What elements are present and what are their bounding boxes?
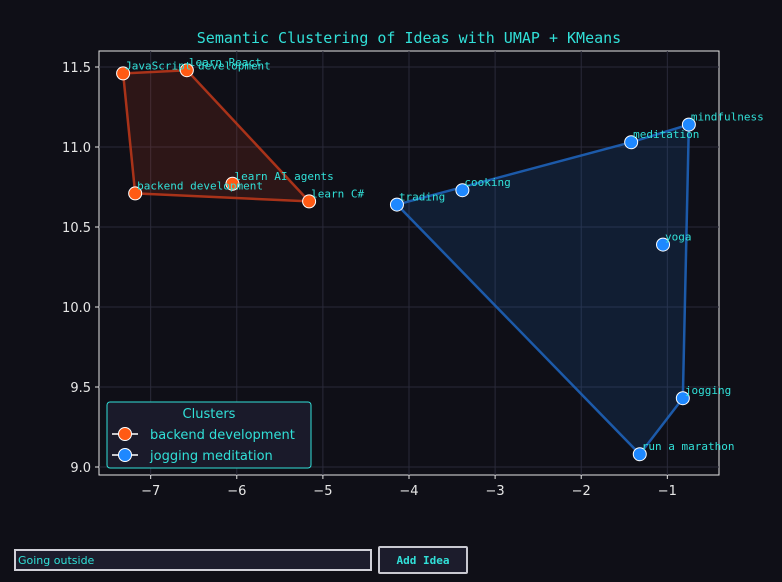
data-point bbox=[656, 237, 671, 252]
point-label: cooking bbox=[464, 176, 510, 189]
point-label: run a marathon bbox=[642, 440, 735, 453]
x-tick-label: −6 bbox=[227, 484, 246, 499]
data-point bbox=[389, 197, 404, 212]
legend-marker bbox=[118, 427, 132, 441]
point-label: yoga bbox=[665, 231, 692, 244]
data-point bbox=[675, 391, 690, 406]
add-idea-button[interactable]: Add Idea bbox=[378, 546, 468, 574]
point-label: learn C# bbox=[311, 187, 364, 200]
x-tick-label: −3 bbox=[486, 484, 505, 499]
data-points bbox=[116, 63, 696, 462]
point-label: meditation bbox=[633, 128, 699, 141]
point-label: JavaScript development bbox=[125, 59, 271, 72]
data-point bbox=[681, 117, 696, 132]
axis-ticks: −7 −6 −5 −4 −3 −2 −1 9.0 9.5 10.0 10.5 11.0 11.5 bbox=[62, 61, 677, 499]
data-point bbox=[116, 66, 131, 81]
y-tick-label: 11.5 bbox=[62, 61, 91, 76]
point-label: backend development bbox=[137, 179, 263, 192]
legend-entries: backend development jogging meditation bbox=[112, 427, 295, 464]
legend-box bbox=[106, 401, 312, 469]
legend-entry-label: jogging meditation bbox=[149, 449, 273, 464]
data-point bbox=[624, 135, 639, 150]
y-tick-label: 9.0 bbox=[70, 461, 91, 476]
data-point bbox=[632, 447, 647, 462]
data-point bbox=[128, 186, 143, 201]
legend-entry-label: backend development bbox=[150, 428, 295, 443]
legend: Clusters backend development jogging medi… bbox=[106, 401, 312, 469]
legend-marker bbox=[118, 448, 132, 462]
y-tick-label: 11.0 bbox=[62, 141, 91, 156]
x-tick-label: −1 bbox=[658, 484, 677, 499]
umap-cluster-chart: Semantic Clustering of Ideas with UMAP +… bbox=[62, 29, 764, 499]
y-tick-label: 9.5 bbox=[70, 381, 91, 396]
data-point bbox=[302, 194, 317, 209]
point-label: learn React bbox=[189, 56, 262, 69]
cluster-hull bbox=[395, 123, 691, 456]
y-tick-label: 10.5 bbox=[62, 221, 91, 236]
chart-title: Semantic Clustering of Ideas with UMAP +… bbox=[197, 29, 621, 47]
data-point bbox=[455, 183, 470, 198]
x-tick-label: −5 bbox=[313, 484, 332, 499]
data-point bbox=[225, 176, 240, 191]
idea-input[interactable] bbox=[14, 549, 372, 571]
x-tick-label: −2 bbox=[572, 484, 591, 499]
y-tick-label: 10.0 bbox=[62, 301, 91, 316]
point-label: learn AI agents bbox=[234, 170, 333, 183]
idea-input-bar: Add Idea bbox=[14, 546, 468, 574]
legend-title: Clusters bbox=[183, 407, 236, 422]
point-label: trading bbox=[399, 191, 445, 204]
cluster-hulls bbox=[121, 68, 691, 456]
point-label: jogging bbox=[685, 384, 731, 397]
x-tick-label: −7 bbox=[141, 484, 160, 499]
data-point bbox=[179, 63, 194, 78]
point-label: mindfulness bbox=[691, 111, 764, 124]
x-tick-label: −4 bbox=[399, 484, 418, 499]
